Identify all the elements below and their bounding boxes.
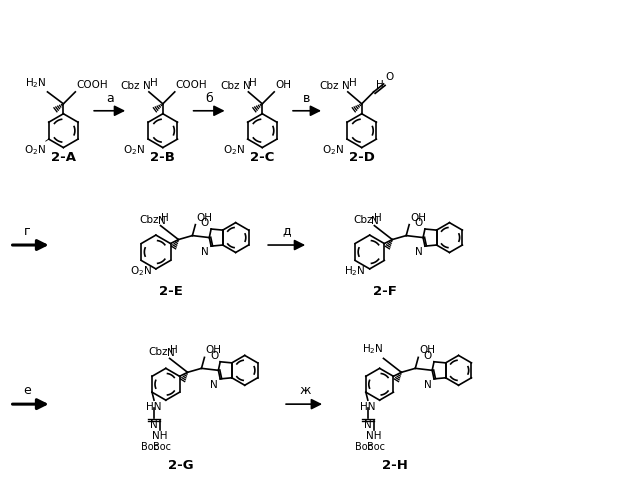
Text: H$_2$N: H$_2$N [344, 264, 366, 278]
Text: O$_2$N: O$_2$N [24, 143, 46, 157]
Text: H: H [374, 212, 382, 222]
Text: 2-C: 2-C [250, 150, 274, 164]
Text: COOH: COOH [176, 80, 208, 90]
Text: N: N [424, 380, 432, 390]
Text: N: N [201, 247, 209, 257]
Text: ж: ж [299, 384, 311, 396]
Text: H: H [376, 80, 383, 90]
Text: N: N [342, 81, 350, 91]
Text: H: H [170, 346, 177, 356]
Text: OH: OH [196, 212, 212, 222]
Text: Cbz: Cbz [319, 81, 339, 91]
Text: 2-B: 2-B [151, 150, 175, 164]
Text: H: H [249, 78, 258, 88]
Text: H: H [161, 212, 168, 222]
Text: в: в [303, 92, 311, 106]
Text: OH: OH [410, 212, 426, 222]
Text: H$_2$N: H$_2$N [362, 342, 384, 356]
Text: H: H [349, 78, 357, 88]
Text: O: O [414, 218, 423, 228]
Text: Boc: Boc [367, 442, 385, 452]
Text: N: N [242, 81, 251, 91]
Text: д: д [283, 224, 291, 237]
Text: б: б [205, 92, 213, 106]
Text: N: N [211, 380, 218, 390]
Text: N: N [371, 216, 379, 226]
Text: 2-G: 2-G [168, 459, 194, 472]
Text: OH: OH [275, 80, 291, 90]
Text: Boc: Boc [355, 442, 373, 452]
Text: е: е [24, 384, 31, 396]
Text: Cbz: Cbz [121, 81, 140, 91]
Text: N: N [158, 216, 166, 226]
Text: O$_2$N: O$_2$N [322, 143, 344, 157]
Text: г: г [24, 224, 31, 237]
Text: Boc: Boc [141, 442, 159, 452]
Text: NH: NH [152, 431, 168, 441]
Text: N: N [150, 420, 158, 430]
Text: OH: OH [206, 346, 221, 356]
Text: 2-D: 2-D [349, 150, 374, 164]
Text: 2-E: 2-E [159, 285, 182, 298]
Text: Cbz: Cbz [139, 214, 159, 224]
Text: O$_2$N: O$_2$N [130, 264, 152, 278]
Text: COOH: COOH [76, 80, 108, 90]
Text: NH: NH [366, 431, 381, 441]
Text: 2-A: 2-A [51, 150, 76, 164]
Text: Boc: Boc [153, 442, 171, 452]
Text: N: N [167, 348, 174, 358]
Text: O: O [210, 351, 218, 361]
Text: O: O [201, 218, 209, 228]
Text: а: а [106, 92, 114, 106]
Text: H$_2$N: H$_2$N [25, 76, 46, 90]
Text: 2-F: 2-F [372, 285, 396, 298]
Text: N: N [415, 247, 423, 257]
Text: Cbz: Cbz [353, 214, 372, 224]
Text: HN: HN [146, 402, 162, 412]
Text: HN: HN [360, 402, 376, 412]
Text: O: O [386, 72, 394, 82]
Text: 2-H: 2-H [382, 459, 408, 472]
Text: N: N [143, 81, 151, 91]
Text: H: H [150, 78, 158, 88]
Text: Cbz: Cbz [148, 348, 168, 358]
Text: O: O [424, 351, 432, 361]
Text: N: N [364, 420, 372, 430]
Text: O$_2$N: O$_2$N [123, 143, 145, 157]
Text: OH: OH [419, 346, 435, 356]
Text: O$_2$N: O$_2$N [222, 143, 244, 157]
Text: Cbz: Cbz [220, 81, 239, 91]
